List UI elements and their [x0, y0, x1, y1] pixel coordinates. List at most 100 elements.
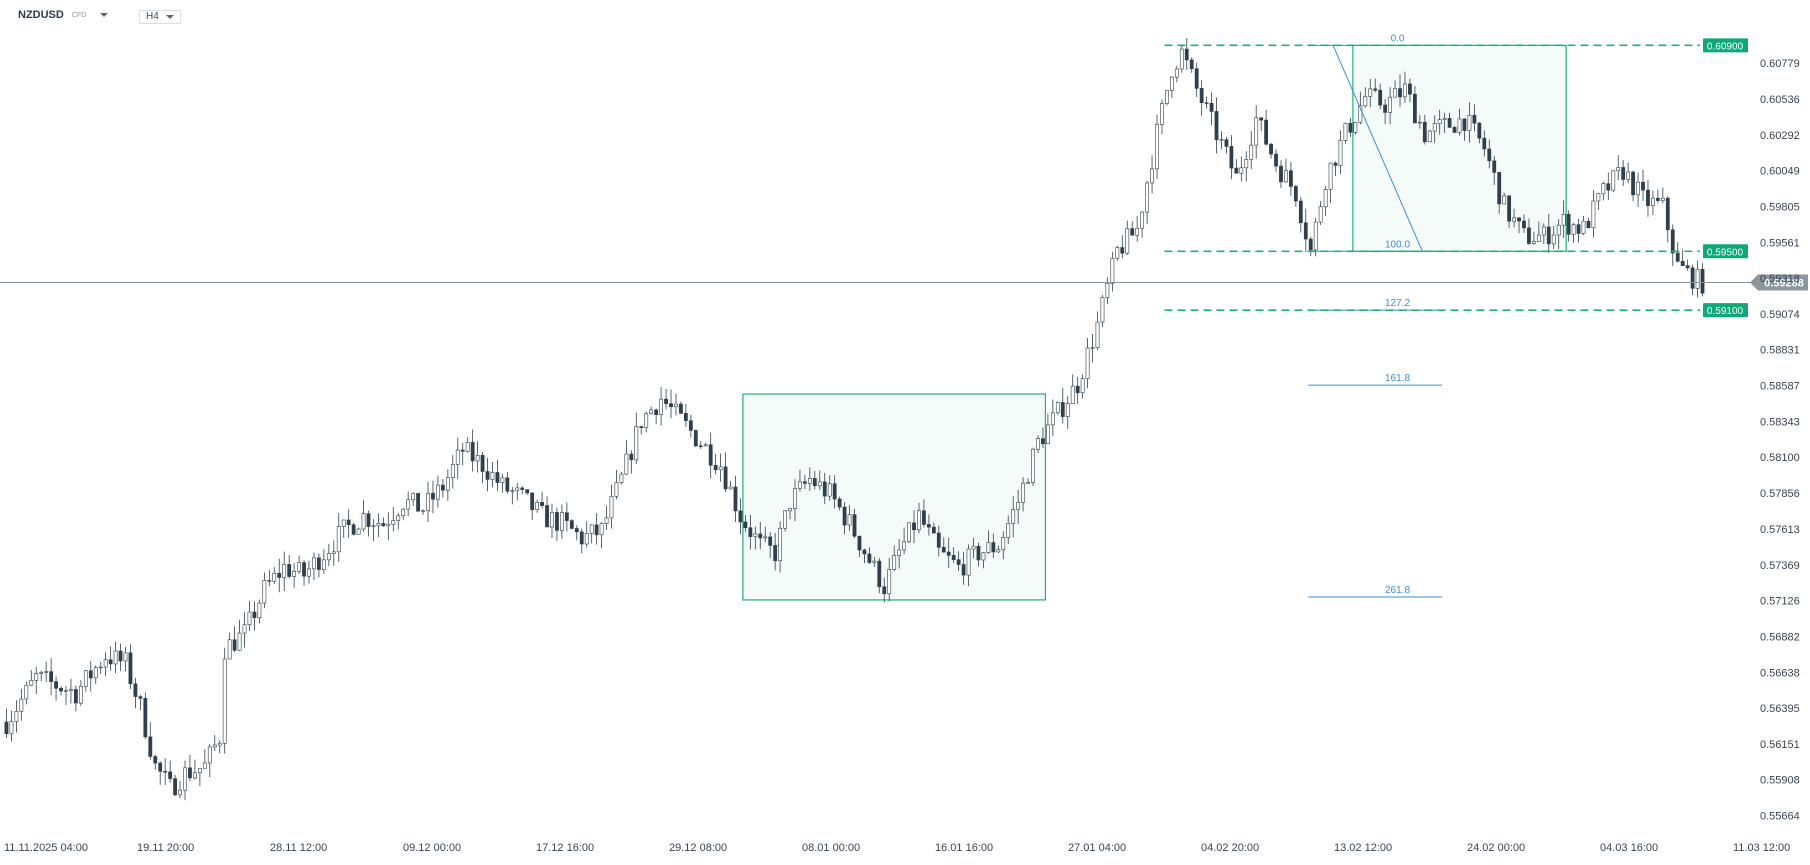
candle — [892, 545, 897, 572]
candle-body — [713, 464, 718, 471]
candle-body — [540, 502, 544, 506]
candle-body — [1442, 118, 1447, 120]
candle-body — [1204, 102, 1209, 104]
candle — [14, 700, 19, 733]
candle — [862, 548, 867, 564]
candle — [396, 512, 401, 530]
rectangle-zones[interactable] — [742, 44, 1567, 601]
candle-body — [728, 486, 733, 490]
fibonacci-extension[interactable]: 0.0 100.0 127.2 161.8 261.8 — [1308, 33, 1443, 598]
x-tick-label: 04.03 16:00 — [1600, 842, 1658, 854]
candle-body — [1403, 83, 1407, 98]
y-tick-label: 0.58587 — [1760, 381, 1800, 393]
level-badge[interactable] — [1703, 244, 1748, 259]
timeframe-selector[interactable]: H4 — [139, 10, 181, 24]
candle — [302, 560, 306, 586]
candle — [272, 567, 277, 585]
candle — [1338, 130, 1343, 174]
candle-body — [862, 549, 867, 555]
candle-body — [1021, 482, 1026, 503]
candle-body — [1343, 122, 1348, 141]
candle — [1184, 38, 1189, 70]
fib-trend-line[interactable] — [1332, 45, 1423, 252]
candle — [837, 496, 842, 511]
candle — [832, 475, 837, 509]
candle-body — [470, 442, 475, 462]
candle — [93, 665, 98, 684]
candle-body — [698, 445, 703, 448]
x-tick-label: 09.12 00:00 — [403, 842, 461, 854]
symbol-name: NZDUSD — [18, 9, 64, 21]
symbol-selector[interactable]: NZDUSD CFD — [18, 9, 109, 21]
candle — [1244, 151, 1249, 182]
candle-body — [1373, 88, 1378, 91]
candle-body — [436, 484, 440, 500]
candle — [674, 393, 678, 416]
horizontal-levels[interactable]: 0.60900 0.59500 0.59100 0.59288 — [0, 38, 1808, 318]
candle — [961, 551, 966, 585]
candle — [872, 556, 877, 567]
candle-body — [1665, 197, 1670, 231]
candle — [1507, 195, 1512, 228]
level-badge[interactable] — [1703, 303, 1748, 318]
candle-body — [217, 742, 222, 746]
candle-body — [515, 487, 520, 491]
candle — [1085, 337, 1090, 388]
candle — [1616, 155, 1621, 180]
y-tick-label: 0.56395 — [1760, 703, 1800, 715]
candle — [926, 514, 931, 536]
price-axis[interactable]: 0.60779 0.60536 0.60292 0.60049 0.59805 0.595… — [1760, 58, 1800, 822]
candle-body — [996, 549, 1001, 553]
candle — [455, 437, 460, 479]
candle-body — [1353, 121, 1358, 133]
candle-body — [1298, 200, 1303, 224]
current-price-badge — [1750, 274, 1808, 291]
candle-body — [1184, 48, 1189, 61]
candle — [88, 660, 93, 692]
candle — [326, 543, 331, 567]
candle-body — [1269, 143, 1273, 155]
candle — [416, 493, 420, 512]
candle-body — [1070, 385, 1075, 404]
x-tick-label: 27.01 04:00 — [1068, 842, 1126, 854]
candle-body — [1189, 59, 1194, 69]
candle — [1442, 112, 1447, 134]
candle-body — [1284, 170, 1288, 183]
candle-body — [887, 569, 892, 595]
candle — [292, 563, 297, 588]
candle-body — [589, 524, 594, 534]
candle — [852, 508, 857, 539]
candle — [1601, 181, 1606, 201]
candle — [29, 670, 34, 686]
candle — [202, 749, 207, 769]
candle — [634, 412, 639, 464]
candle-body — [763, 536, 768, 539]
candle — [431, 480, 435, 514]
candle — [1165, 89, 1169, 106]
candle-body — [783, 510, 787, 529]
time-axis[interactable]: 11.11.2025 04:00 19.11 20:00 28.11 12:00 09… — [4, 842, 1790, 854]
candle — [798, 469, 802, 492]
candle-body — [416, 493, 420, 512]
candle-body — [78, 685, 83, 704]
candle-body — [1417, 121, 1422, 124]
candle-body — [1244, 159, 1249, 169]
candle-body — [1487, 148, 1492, 162]
chevron-down-icon[interactable] — [100, 13, 109, 17]
level-badge[interactable] — [1703, 38, 1748, 53]
chevron-down-icon[interactable] — [166, 15, 174, 19]
candle — [376, 513, 381, 538]
candle — [1041, 427, 1045, 449]
candle — [1343, 122, 1348, 144]
timeframe-label: H4 — [146, 11, 159, 22]
candle — [1388, 87, 1392, 125]
candle-body — [500, 477, 505, 483]
candle — [386, 512, 391, 541]
candle — [257, 599, 262, 624]
candle-body — [103, 659, 108, 668]
x-tick-label: 28.11 12:00 — [270, 842, 327, 854]
candle-body — [1229, 146, 1234, 169]
candle — [1323, 186, 1328, 216]
rectangle-zone-february[interactable] — [1352, 44, 1567, 252]
